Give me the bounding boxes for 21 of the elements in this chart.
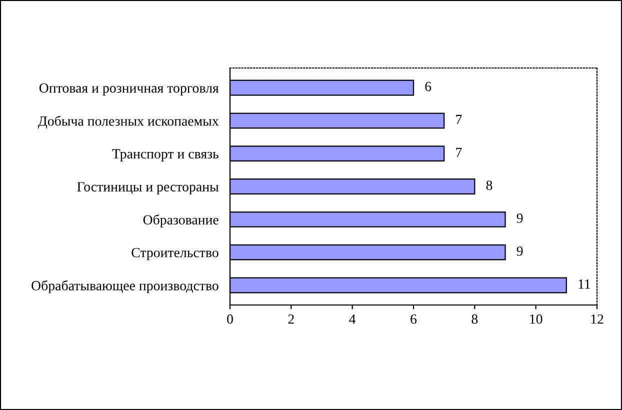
x-tick-label: 0 (227, 314, 233, 324)
data-label: 7 (456, 148, 462, 157)
y-tick-label: Транспорт и связь (112, 149, 218, 162)
data-label: 6 (425, 82, 432, 92)
data-label: 7 (456, 114, 462, 124)
data-label: 9 (516, 246, 523, 256)
y-tick-label: Образование (143, 214, 218, 228)
y-tick-label: Обрабатывающее производство (32, 280, 218, 294)
x-tick-label: 12 (591, 314, 604, 324)
y-tick-label: Оптовая и розничная торговля (39, 83, 219, 96)
y-tick-label: Добыча полезных ископаемых (38, 116, 219, 129)
x-tick-label: 6 (410, 314, 417, 324)
x-tick-label: 2 (288, 314, 294, 324)
x-tick-label: 10 (530, 314, 542, 324)
y-tick-label: Гостиницы и рестораны (77, 182, 219, 194)
x-tick-label: 8 (472, 314, 478, 324)
y-tick-label: Строительство (132, 248, 218, 260)
x-tick-label: 4 (349, 314, 356, 324)
data-label: 11 (578, 279, 590, 289)
data-label: 8 (486, 180, 492, 190)
data-label: 9 (516, 214, 523, 223)
